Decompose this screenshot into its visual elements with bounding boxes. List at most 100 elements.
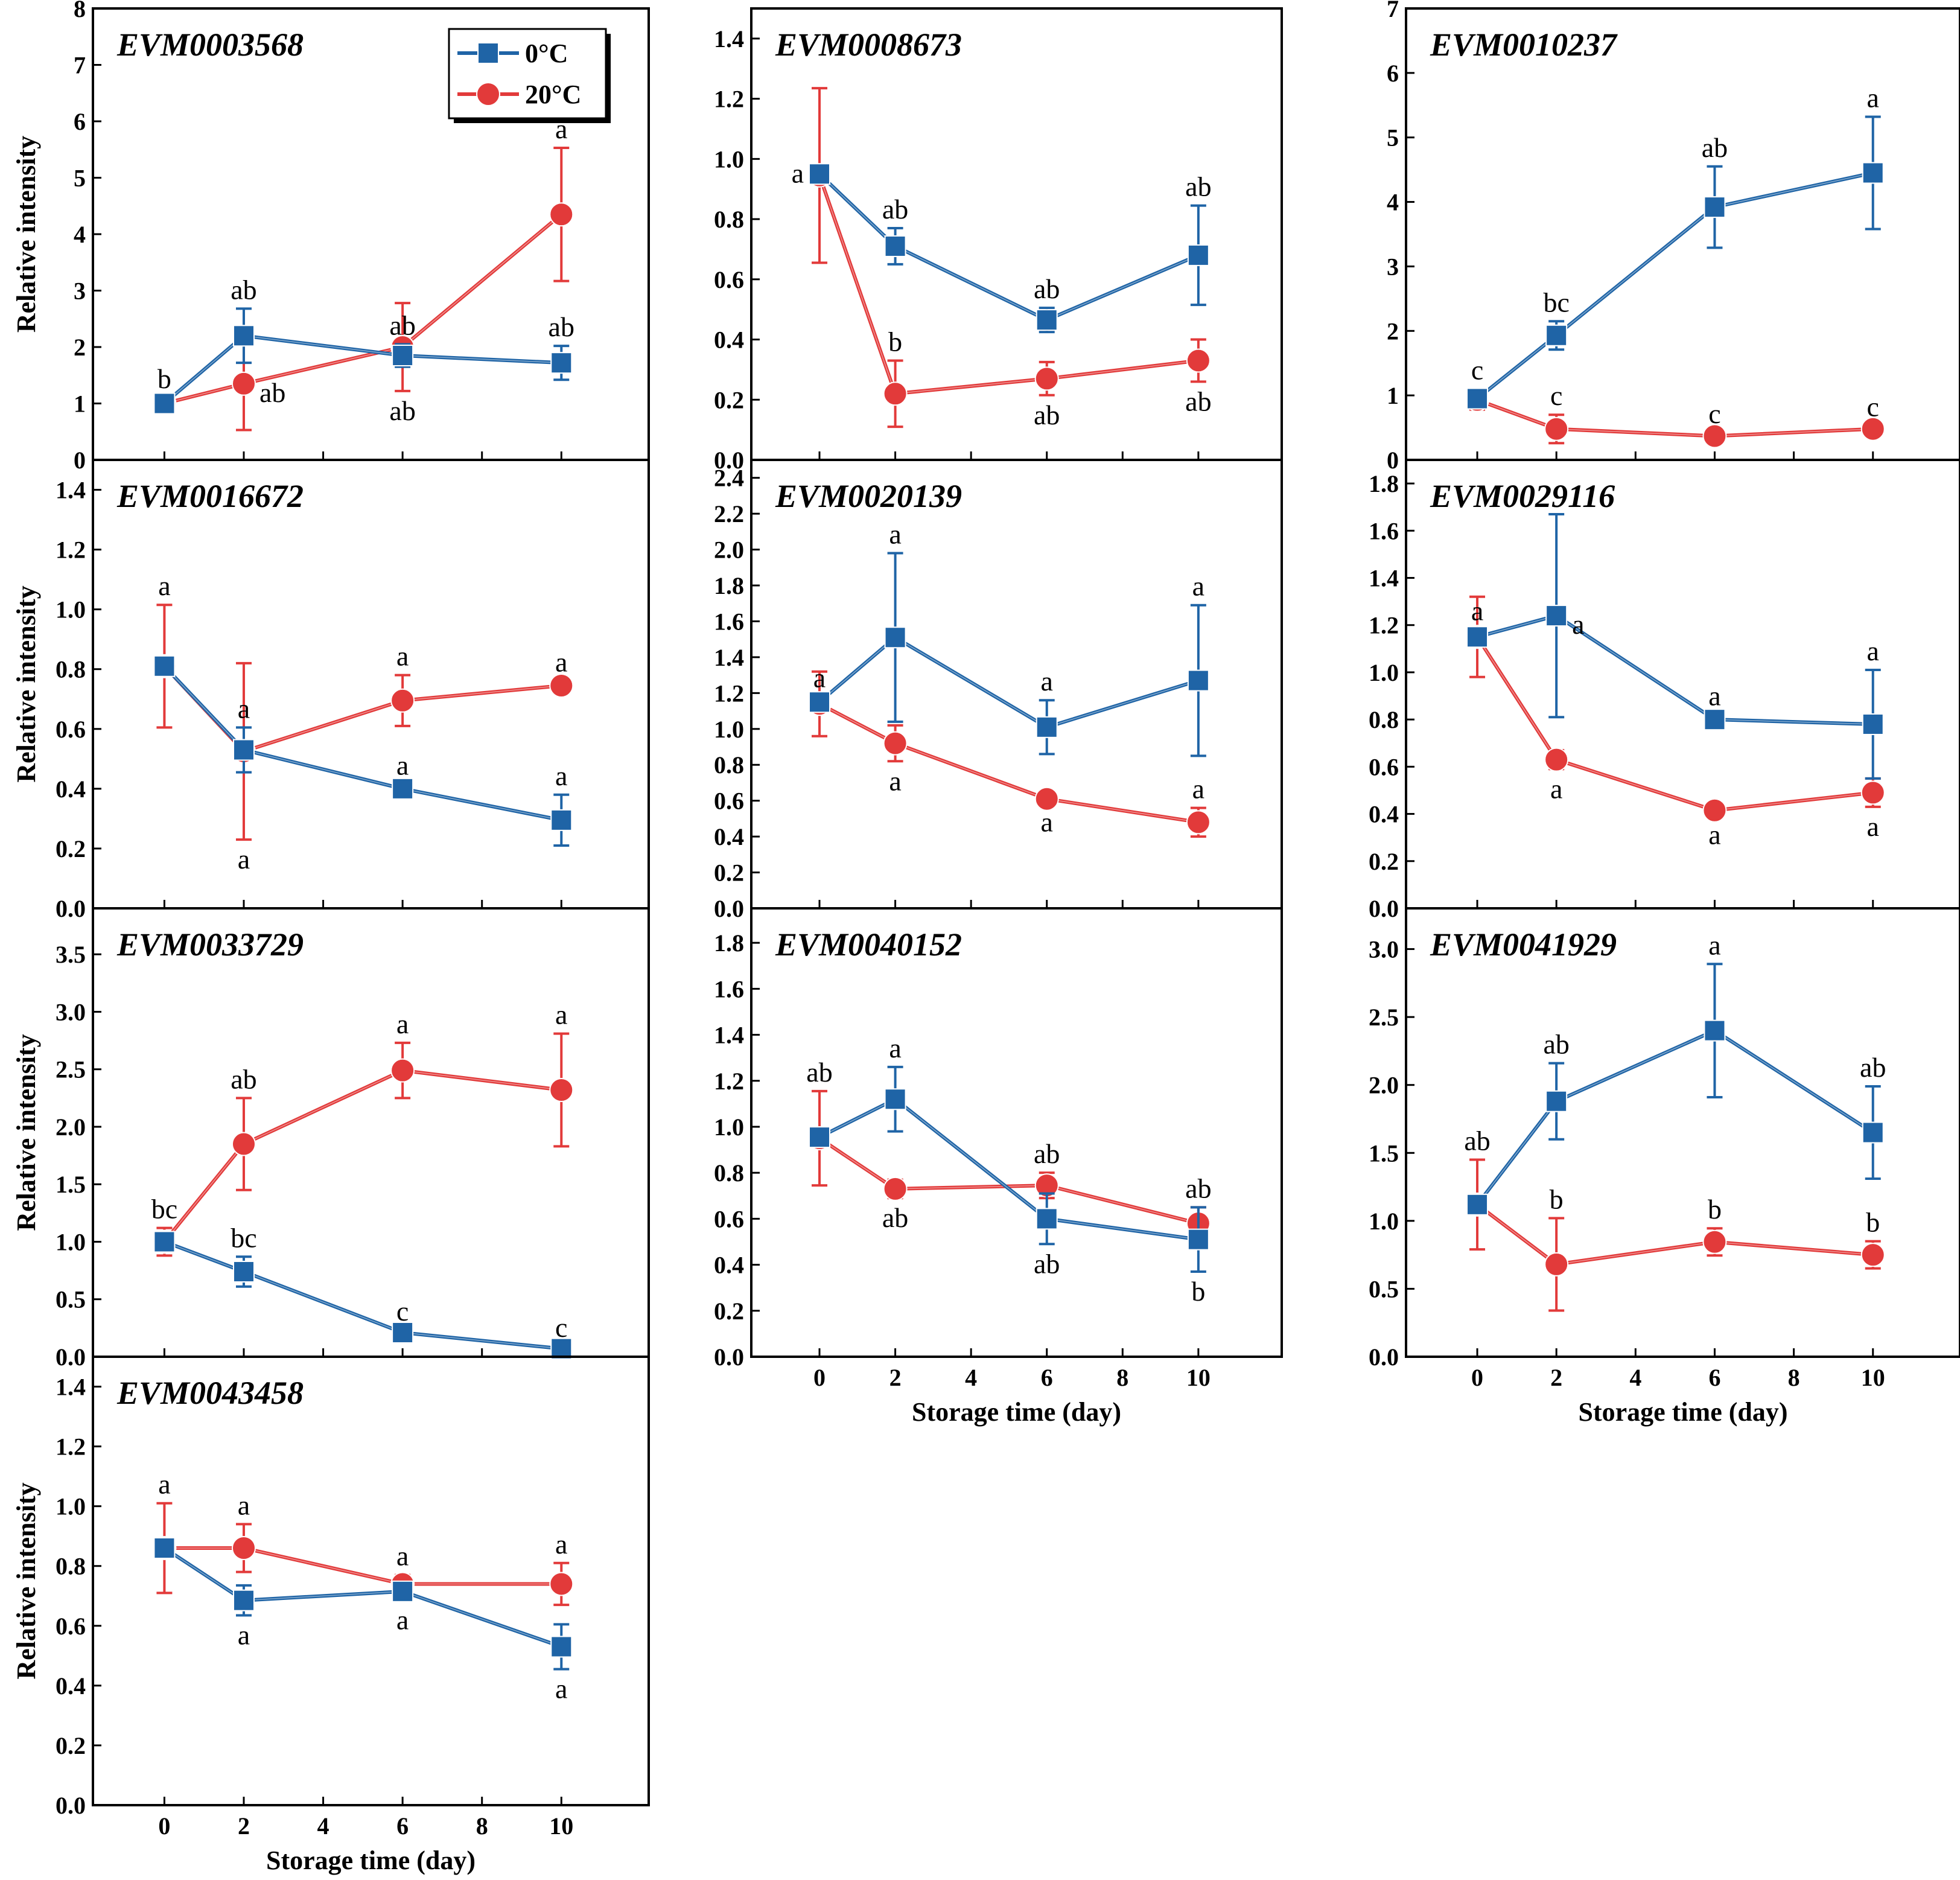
x-tick-label: 0 [158,1812,170,1840]
gene-title: EVM0020139 [775,478,962,514]
series-20C [807,87,1211,429]
y-tick-label: 0.4 [1369,801,1399,828]
significance-label: a [396,1009,409,1039]
significance-label: ab [259,377,285,408]
y-tick-label: 0.4 [56,1672,86,1700]
y-tick-label: 0.6 [714,266,744,293]
data-point [1545,324,1568,346]
y-tick-label: 0.2 [56,835,86,862]
series-line-highlight [164,1547,562,1648]
series-line-highlight [164,335,562,404]
panel-EVM0033729: 0.0 0.5 1.0 1.5 2.0 2.5 3.0 3.5 Relative intensi… [11,907,650,1371]
y-tick-label: 0.8 [714,751,744,779]
significance-label: a [1708,929,1720,960]
significance-label: b [1708,1194,1722,1225]
series-20C [1465,595,1885,823]
y-tick-label: 1.4 [56,1374,86,1401]
data-point [1702,424,1727,448]
x-tick-label: 8 [1788,1364,1800,1391]
series-20C [152,1032,574,1257]
y-axis-title: Relative intensity [11,1482,41,1679]
significance-label: a [238,1490,250,1520]
panel-EVM0040152: 0.0 0.2 0.4 0.6 0.8 1.0 1.2 1.4 1.6 1.8 0 2 4 6 8 10 Sto… [714,907,1283,1427]
y-tick-label: 4 [74,221,86,248]
significance-label: a [1867,811,1879,842]
series-line [163,664,562,822]
significance-label: a [1192,774,1204,805]
y-tick-label: 0.6 [714,1205,744,1232]
series-line-highlight [819,173,1199,320]
significance-label: ab [1860,1052,1886,1083]
series-line-highlight [164,666,562,752]
y-tick-label: 1.6 [714,608,744,635]
series-0C [153,1231,573,1360]
y-tick-label: 7 [74,52,86,79]
series-line-highlight [164,666,562,821]
series-line-highlight [1477,399,1873,437]
data-point [1466,626,1489,648]
y-tick-label: 6 [74,108,86,135]
significance-label: a [555,1674,567,1704]
data-point [1036,716,1058,738]
data-point [884,1088,906,1110]
panel-EVM0003568: 0 1 2 3 4 5 6 7 8 Relative intensity EVM0003568 b ab… [11,0,650,474]
y-tick-label: 2 [1387,317,1399,345]
gene-title: EVM0041929 [1430,926,1617,963]
y-axis-title: Relative intensity [11,585,41,782]
significance-label: ab [231,274,256,305]
data-point [231,1132,256,1156]
significance-label: a [1192,571,1204,602]
series-line-highlight [819,1098,1198,1240]
series-line-highlight [819,703,1198,823]
panel-EVM0043458: 0.0 0.2 0.4 0.6 0.8 1.0 1.2 1.4 0 2 4 6 8 10 Storage t… [11,1356,650,1875]
significance-label: a [1867,636,1879,666]
data-point [1544,416,1569,441]
data-point [884,235,906,257]
series-line-highlight [819,175,1198,395]
y-tick-label: 0.6 [1369,753,1399,780]
significance-label: a [396,1541,409,1572]
data-point [1466,387,1489,410]
y-tick-label: 1 [74,390,86,418]
series-20C [1465,1158,1885,1312]
y-tick-label: 0.5 [56,1286,86,1313]
data-point [1860,780,1885,805]
significance-label: ab [1702,132,1728,163]
significance-label: c [396,1296,409,1327]
data-point [392,1580,414,1602]
data-point [1186,810,1211,835]
series-line [1476,171,1874,400]
y-tick-label: 1.4 [714,644,744,671]
y-tick-label: 0.0 [714,895,744,922]
y-tick-label: 0.6 [714,788,744,815]
significance-label: c [1550,380,1562,411]
y-tick-label: 2.0 [56,1114,86,1141]
plot-frame [92,907,650,1358]
significance-label: b [1550,1184,1564,1214]
data-point [1545,605,1568,627]
y-tick-label: 0.0 [1369,1343,1399,1371]
significance-label: a [1041,807,1053,838]
x-tick-label: 8 [1116,1364,1128,1391]
significance-label: ab [1185,1173,1211,1203]
panel-EVM0016672: 0.0 0.2 0.4 0.6 0.8 1.0 1.2 1.4 Relative intensi… [11,459,650,922]
data-point [809,1126,831,1149]
series-0C [809,552,1209,757]
significance-label: a [889,1033,901,1063]
y-tick-label: 1.6 [714,975,744,1002]
significance-label: ab [1034,273,1060,304]
legend-label: 20°C [525,80,581,109]
data-point [1862,162,1884,184]
y-tick-label: 1.4 [714,1022,744,1049]
data-point [153,1537,176,1560]
series-line [818,1097,1199,1241]
y-tick-label: 2.2 [714,500,744,527]
series-line-highlight [164,1241,562,1349]
y-tick-label: 1.2 [1369,612,1399,639]
gene-title: EVM0040152 [775,926,962,963]
data-point [1702,798,1727,823]
x-tick-label: 10 [549,1812,573,1840]
data-point [883,1176,908,1201]
data-point [1034,786,1059,811]
x-tick-label: 2 [889,1364,902,1391]
